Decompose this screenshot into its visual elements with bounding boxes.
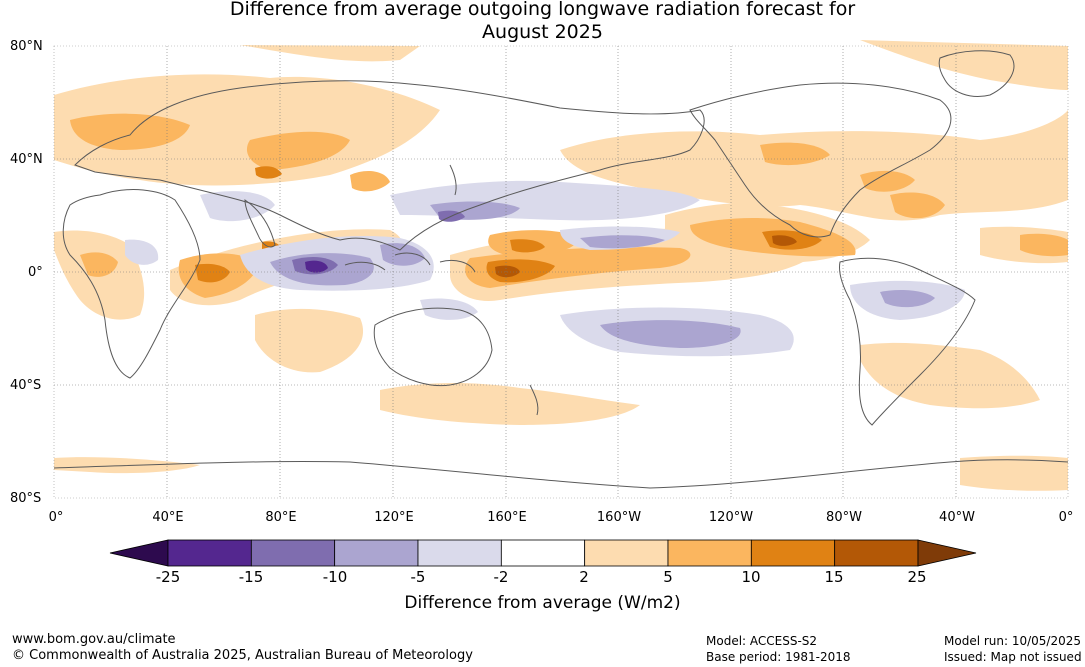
- map-title-line-1: Difference from average outgoing longwav…: [229, 0, 856, 20]
- japan-coast: [449, 164, 457, 196]
- lon-label-0-east: 0°: [1058, 510, 1074, 525]
- new-zealand-coast: [529, 384, 539, 416]
- lat-label-80n: 80°N: [10, 39, 43, 54]
- colorbar-label: Difference from average (W/m2): [404, 593, 681, 613]
- colorbar-box: [334, 539, 419, 567]
- colorbar-arrow-left: [109, 539, 169, 567]
- colorbar-tick: -2: [493, 568, 509, 586]
- colorbar-box: [167, 539, 252, 567]
- colorbar-box: [584, 539, 669, 567]
- lon-label-40e: 40°E: [152, 510, 184, 525]
- footer-model-run: Model run: 10/05/2025: [944, 634, 1082, 648]
- colorbar-tick: 25: [907, 568, 927, 586]
- lat-label-40s: 40°S: [10, 378, 42, 393]
- lon-label-0: 0°: [48, 510, 64, 525]
- anomaly-fields: [54, 40, 1068, 491]
- greenland-coast: [938, 50, 1015, 97]
- footer-model: Model: ACCESS-S2: [706, 634, 818, 648]
- lon-label-80e: 80°E: [265, 510, 297, 525]
- africa-coast: [62, 189, 201, 379]
- footer-website: www.bom.gov.au/climate: [12, 632, 176, 647]
- lon-label-160w: 160°W: [596, 510, 642, 525]
- colorbar-tick: 5: [663, 568, 673, 586]
- colorbar-boxes: [167, 539, 919, 567]
- colorbar-box: [250, 539, 336, 567]
- lat-label-80s: 80°S: [10, 491, 42, 506]
- lon-label-120e: 120°E: [374, 510, 414, 525]
- australia-coast: [373, 307, 493, 387]
- lon-label-40w: 40°W: [939, 510, 975, 525]
- lon-label-80w: 80°W: [826, 510, 862, 525]
- colorbar-box: [834, 539, 919, 567]
- map-frame: [53, 45, 1069, 499]
- lon-label-160e: 160°E: [487, 510, 527, 525]
- colorbar-arrow-right: [917, 539, 977, 567]
- footer-issued: Issued: Map not issued: [944, 650, 1082, 664]
- europe-asia-coast: [74, 80, 705, 251]
- coastlines: [53, 50, 1069, 489]
- maritime-continent-coast: [344, 252, 476, 273]
- south-america-coast: [839, 257, 976, 426]
- colorbar-tick: 10: [741, 568, 761, 586]
- anomaly-minus25-minus15-regions: [305, 260, 328, 273]
- colorbar-tick: -10: [322, 568, 348, 586]
- colorbar-box: [417, 539, 502, 567]
- colorbar-tick: -5: [410, 568, 426, 586]
- colorbar-box: [500, 539, 586, 567]
- colorbar-tick: 2: [579, 568, 589, 586]
- colorbar-box: [667, 539, 752, 567]
- north-america-coast: [689, 82, 952, 238]
- india-coast: [244, 199, 276, 248]
- map-title-line-2: August 2025: [482, 21, 603, 43]
- lat-label-40n: 40°N: [10, 152, 43, 167]
- colorbar-tick: 15: [824, 568, 844, 586]
- lon-label-120w: 120°W: [708, 510, 754, 525]
- lat-label-equator: 0°: [28, 265, 43, 280]
- map-gridlines: [54, 46, 1068, 498]
- colorbar-tick: -15: [238, 568, 264, 586]
- antarctica-coast: [53, 459, 1069, 489]
- anomaly-15-25-regions: [495, 235, 797, 278]
- footer-base-period: Base period: 1981-2018: [706, 650, 851, 664]
- colorbar-box: [750, 539, 836, 567]
- colorbar: [109, 539, 977, 567]
- footer-copyright: © Commonwealth of Australia 2025, Austra…: [12, 648, 473, 663]
- colorbar-tick: -25: [155, 568, 181, 586]
